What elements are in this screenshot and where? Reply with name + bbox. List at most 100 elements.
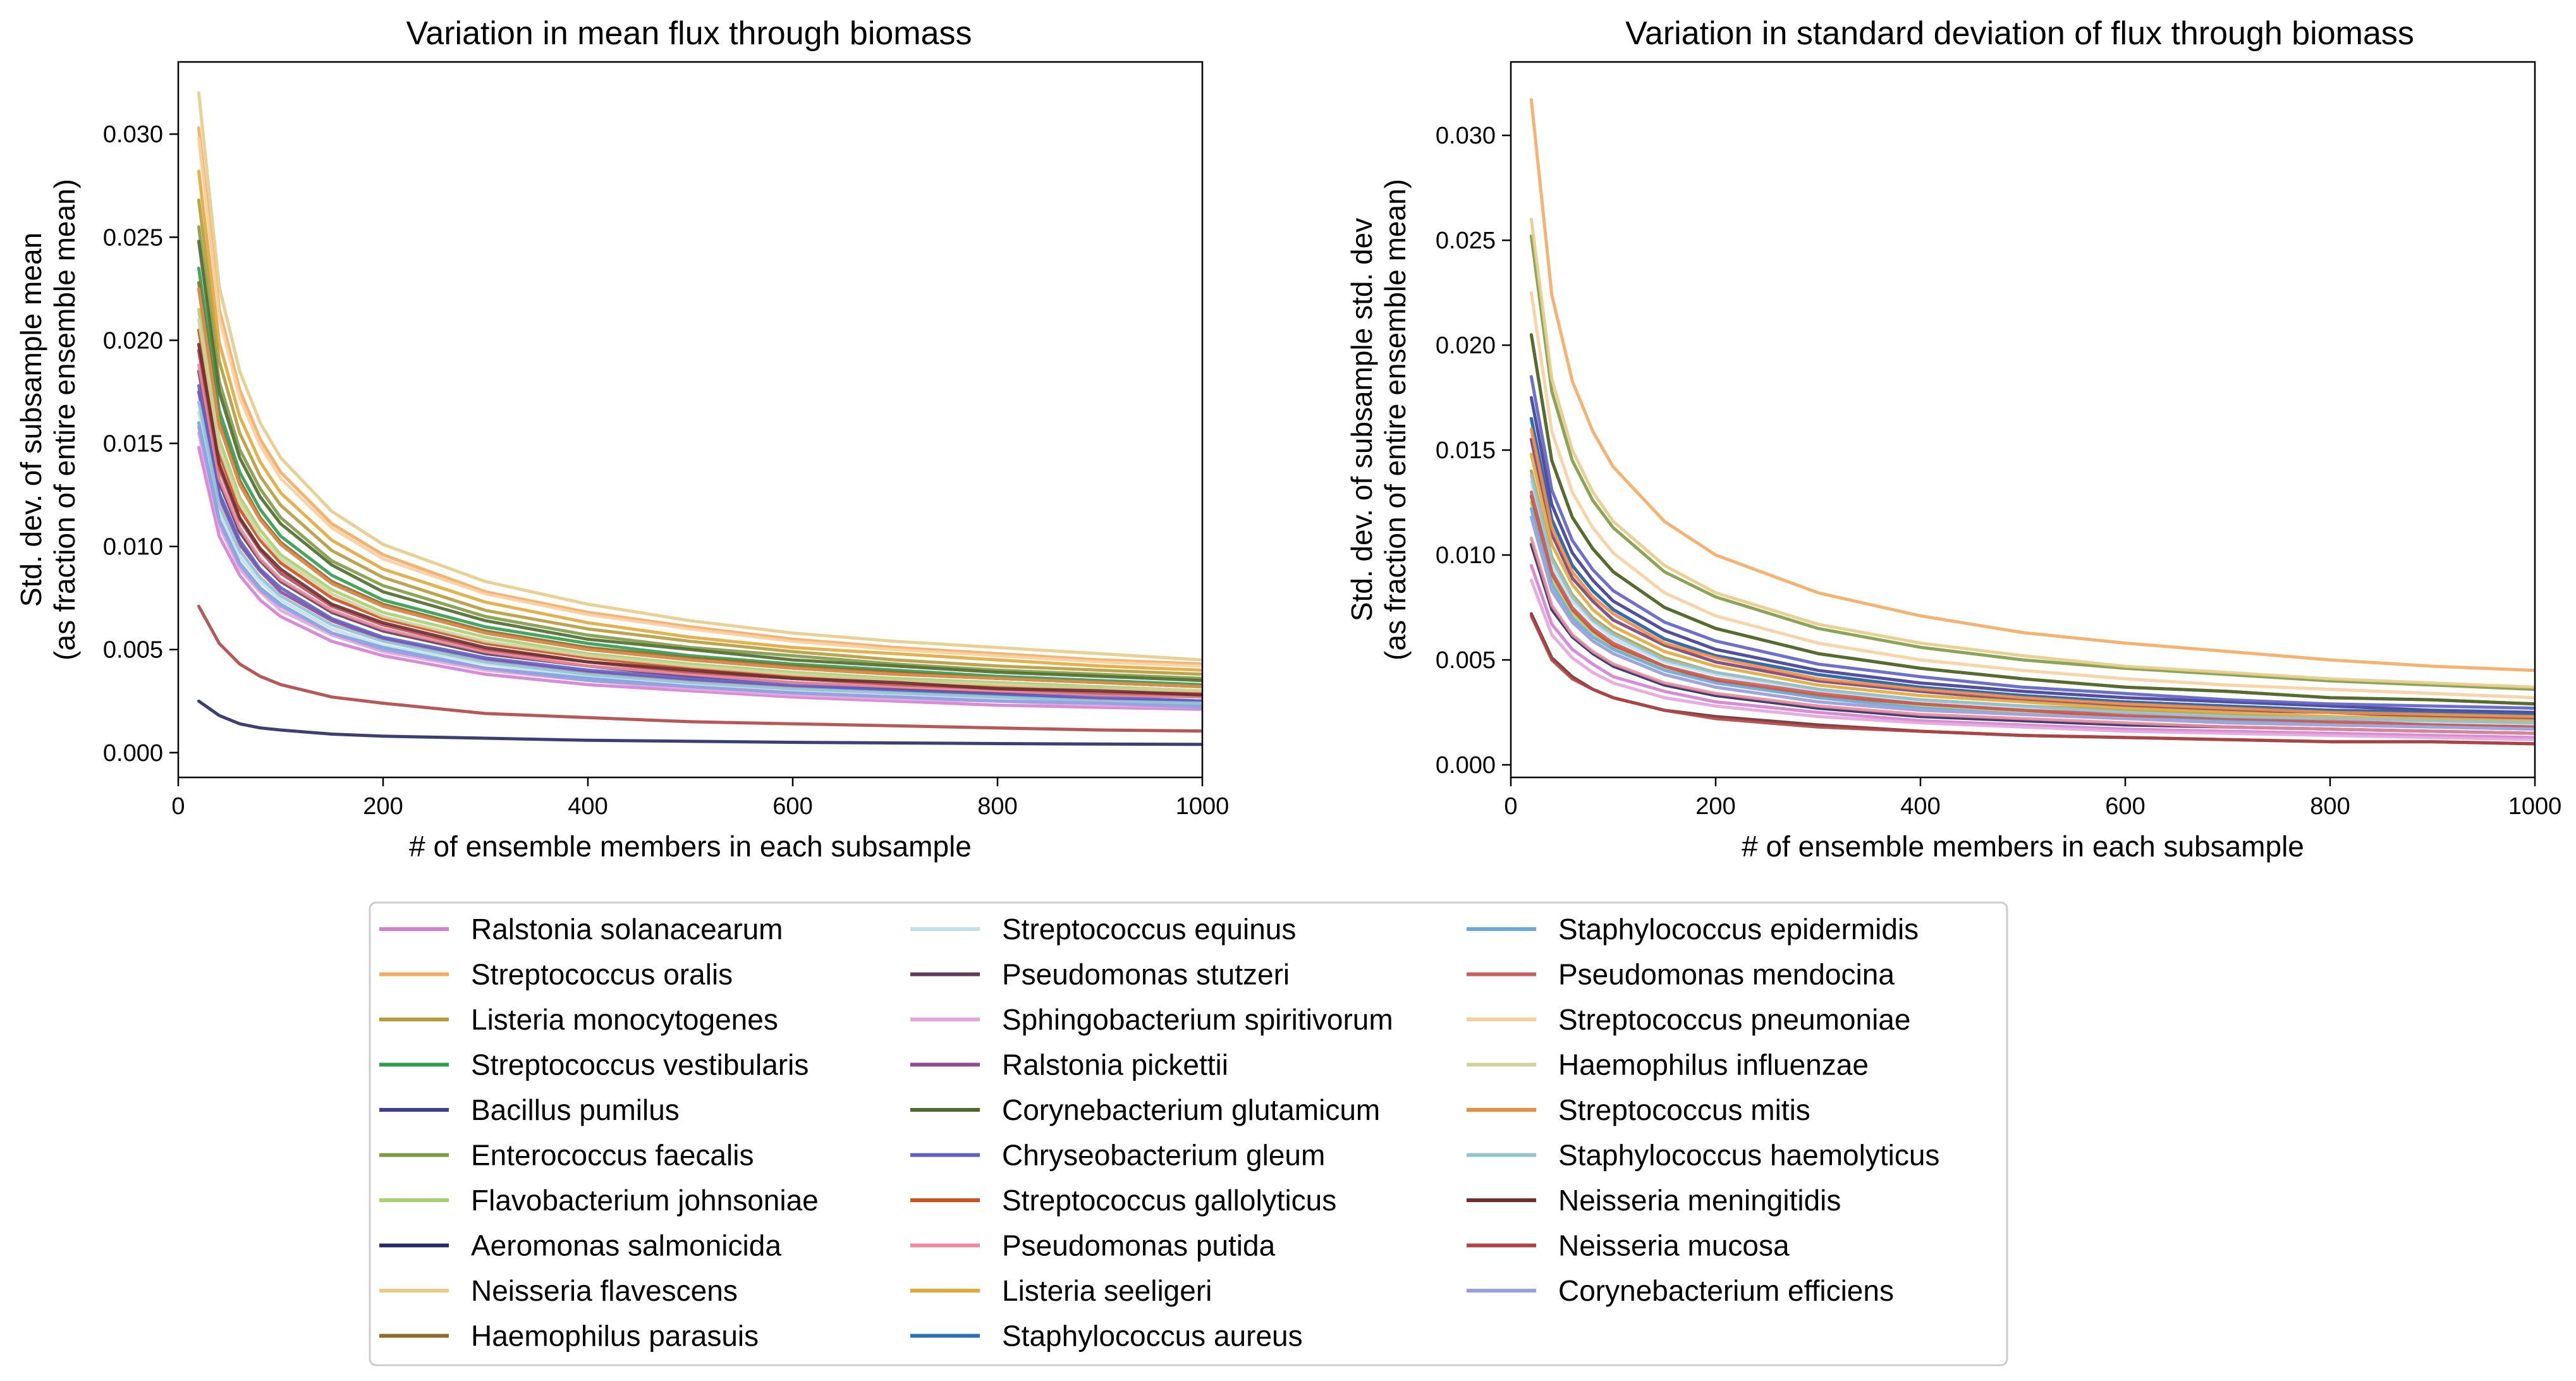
y-tick-label: 0.030 (1436, 123, 1496, 149)
legend-label: Sphingobacterium spiritivorum (1002, 1003, 1393, 1036)
legend-label: Haemophilus parasuis (471, 1320, 759, 1353)
legend-item: Pseudomonas stutzeri (910, 958, 1290, 991)
series-line-staphylococcus-haemolyticus (1529, 473, 2535, 725)
chart-title: Variation in standard deviation of flux … (1625, 15, 2414, 52)
legend-item: Chryseobacterium gleum (910, 1139, 1325, 1172)
legend-label: Flavobacterium johnsoniae (471, 1184, 819, 1217)
y-tick-label: 0.010 (1436, 542, 1496, 569)
chart-title: Variation in mean flux through biomass (406, 15, 972, 52)
legend-item: Bacillus pumilus (379, 1093, 680, 1126)
legend-label: Neisseria meningitidis (1558, 1184, 1841, 1217)
plot-frame (1510, 61, 2536, 779)
axis-ticks: 0 200 400 600 800 1000 0.000 0.005 0.010 0.015 0.0… (103, 121, 1229, 820)
x-tick-label: 400 (1900, 793, 1940, 820)
series-line-sphingobacterium-spiritivorum (1529, 578, 2535, 741)
series-line-streptococcus-oralis (197, 126, 1202, 666)
series-line-haemophilus-influenzae (197, 318, 1202, 693)
series-line-streptococcus-equinus (197, 411, 1202, 705)
legend-label: Bacillus pumilus (471, 1093, 680, 1126)
legend-label: Streptococcus equinus (1002, 913, 1296, 946)
series-line-ralstonia-solanacearum (197, 446, 1202, 711)
series-line-streptococcus-mitis (1529, 427, 2535, 719)
series-line-corynebacterium-glutamicum (1529, 333, 2535, 706)
series-line-streptococcus-vestibularis (197, 266, 1202, 686)
legend-item: Pseudomonas putida (910, 1229, 1276, 1262)
y-axis-label-line2: (as fraction of entire ensemble mean) (1379, 179, 1412, 660)
y-tick-label: 0.010 (103, 534, 163, 561)
series-line-neisseria-flavescens (197, 91, 1202, 662)
legend-item: Streptococcus mitis (1467, 1093, 1810, 1126)
legend-entries: Ralstonia solanacearum Streptococcus oral… (379, 913, 1939, 1353)
legend-item: Staphylococcus haemolyticus (1467, 1139, 1939, 1172)
x-tick-label: 600 (772, 793, 812, 820)
series-line-enterococcus-faecalis (197, 225, 1202, 680)
x-axis-label: # of ensemble members in each subsample (409, 830, 972, 863)
series-line-corynebacterium-efficiens (1529, 515, 2535, 731)
y-tick-label: 0.025 (103, 224, 163, 251)
x-tick-label: 600 (2105, 793, 2145, 820)
legend-label: Neisseria mucosa (1558, 1229, 1790, 1262)
series-line-neisseria-meningitidis (197, 343, 1202, 697)
series-line-ralstonia-pickettii (197, 390, 1202, 703)
legend-item: Corynebacterium efficiens (1467, 1274, 1894, 1307)
legend-item: Sphingobacterium spiritivorum (910, 1003, 1393, 1036)
legend-item: Staphylococcus aureus (910, 1320, 1303, 1353)
legend-item: Streptococcus equinus (910, 913, 1296, 946)
series-line-neisseria-mucosa (197, 604, 1202, 733)
y-tick-label: 0.015 (1436, 437, 1496, 464)
legend-item: Neisseria mucosa (1467, 1229, 1790, 1262)
series-line-corynebacterium-glutamicum (197, 240, 1202, 683)
legend-label: Ralstonia pickettii (1002, 1049, 1228, 1081)
legend-label: Staphylococcus aureus (1002, 1320, 1303, 1353)
legend-label: Listeria monocytogenes (471, 1003, 778, 1036)
chart-std-flux: Variation in standard deviation of flux … (1345, 15, 2561, 863)
legend-label: Staphylococcus haemolyticus (1558, 1139, 1939, 1172)
legend-label: Chryseobacterium gleum (1002, 1139, 1325, 1172)
series-line-corynebacterium-efficiens (197, 425, 1202, 709)
legend-label: Neisseria flavescens (471, 1274, 738, 1307)
legend-label: Corynebacterium glutamicum (1002, 1093, 1380, 1126)
series-line-ralstonia-solanacearum (1529, 564, 2535, 739)
legend-item: Ralstonia pickettii (910, 1049, 1228, 1081)
y-tick-label: 0.025 (1436, 228, 1496, 254)
legend-frame (369, 901, 2008, 1366)
legend-label: Enterococcus faecalis (471, 1139, 754, 1172)
legend-label: Haemophilus influenzae (1558, 1049, 1869, 1081)
legend-label: Listeria seeligeri (1002, 1274, 1212, 1307)
series-line-pseudomonas-putida (1529, 537, 2535, 735)
legend-item: Staphylococcus epidermidis (1467, 913, 1919, 946)
y-tick-label: 0.015 (103, 431, 163, 458)
x-tick-label: 400 (568, 793, 607, 820)
legend-label: Streptococcus mitis (1558, 1093, 1810, 1126)
series-line-chryseobacterium-gleum (1529, 375, 2535, 710)
y-tick-label: 0.020 (1436, 332, 1496, 359)
series-line-staphylococcus-aureus (1529, 417, 2535, 716)
chart-mean-flux: Variation in mean flux through biomass 0… (15, 15, 1229, 863)
series-line-staphylococcus-haemolyticus (197, 400, 1202, 705)
x-tick-label: 0 (1504, 793, 1517, 820)
series-line-pseudomonas-stutzeri (197, 369, 1202, 699)
legend-item: Streptococcus gallolyticus (910, 1184, 1336, 1217)
legend-label: Pseudomonas mendocina (1558, 958, 1895, 991)
series-line-flavobacterium-johnsoniae (197, 308, 1202, 693)
y-tick-label: 0.000 (1436, 752, 1496, 779)
series-line-listeria-seeligeri (197, 169, 1202, 672)
legend-label: Streptococcus oralis (471, 958, 733, 991)
series-line-streptococcus-oralis (1529, 98, 2535, 672)
legend-item: Ralstonia solanacearum (379, 913, 783, 946)
legend-label: Corynebacterium efficiens (1558, 1274, 1894, 1307)
series-line-streptococcus-pneumoniae (1529, 291, 2535, 700)
y-tick-label: 0.005 (103, 637, 163, 664)
legend-item: Streptococcus vestibularis (379, 1049, 809, 1081)
legend-item: Haemophilus parasuis (379, 1320, 759, 1353)
x-tick-label: 200 (1695, 793, 1735, 820)
plot-frame (177, 61, 1204, 779)
legend-item: Haemophilus influenzae (1467, 1049, 1869, 1081)
legend-label: Streptococcus gallolyticus (1002, 1184, 1336, 1217)
x-axis-label: # of ensemble members in each subsample (1742, 830, 2304, 863)
legend-label: Pseudomonas stutzeri (1002, 958, 1290, 991)
series-line-neisseria-flavescens (1529, 217, 2535, 689)
chart-marks (1529, 98, 2535, 746)
axis-ticks: 0 200 400 600 800 1000 0.000 0.005 0.010 0.015 0.0… (1436, 123, 2561, 820)
